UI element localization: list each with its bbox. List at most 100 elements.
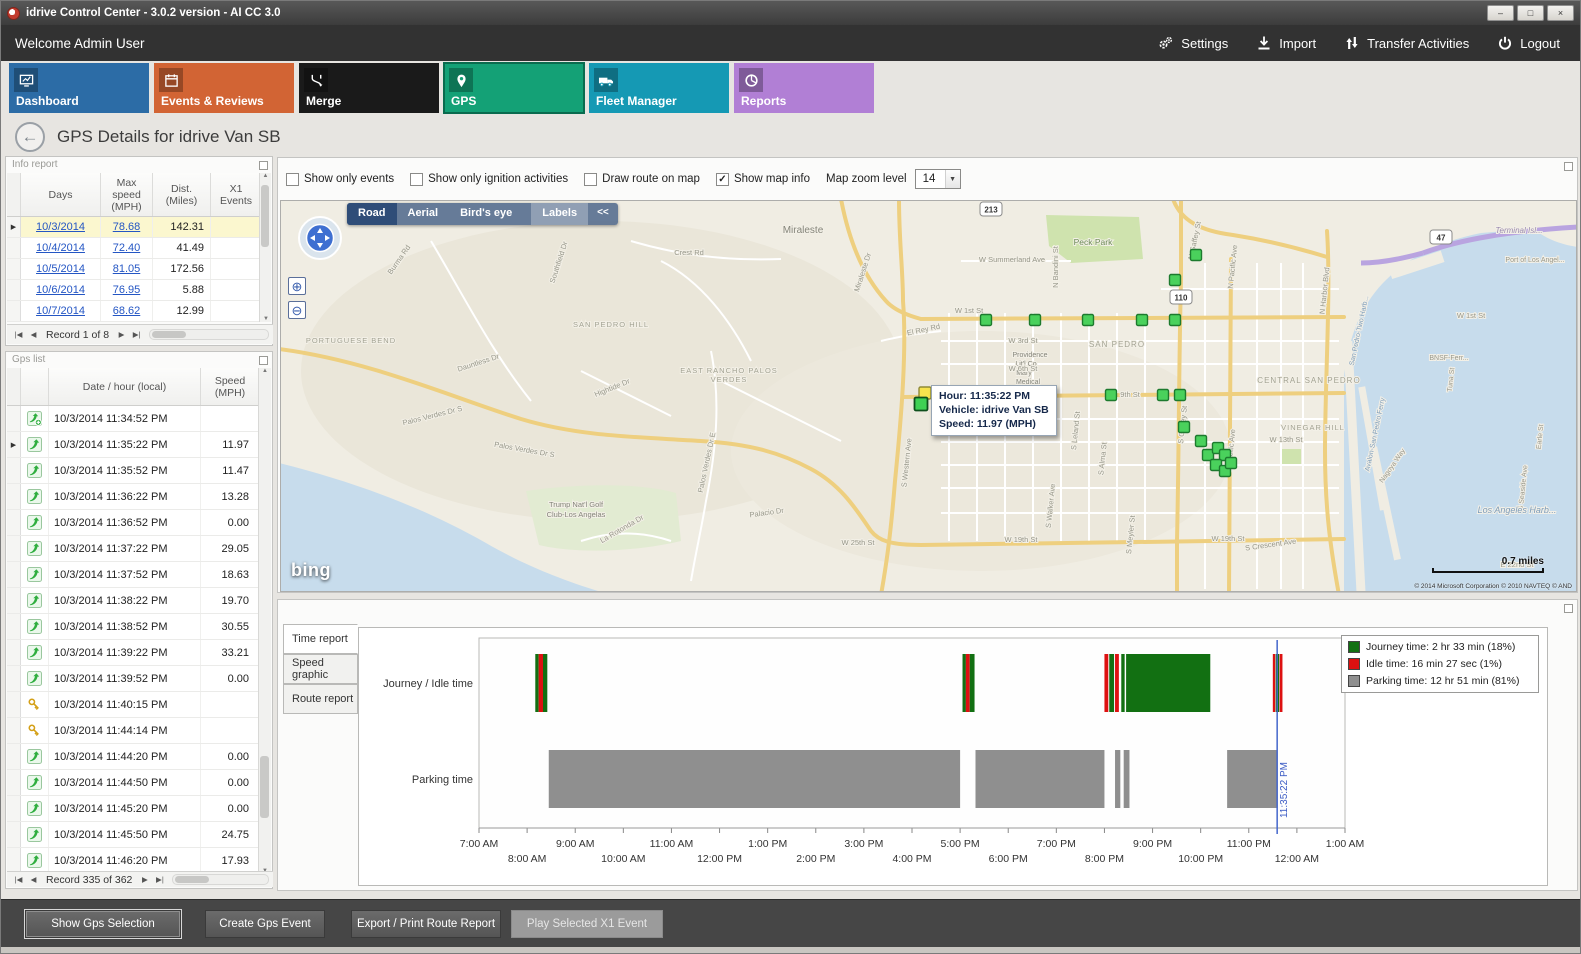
gps-marker[interactable] bbox=[1168, 313, 1182, 327]
list-item[interactable]: 10/3/2014 11:44:20 PM 0.00 bbox=[7, 744, 259, 770]
create-gps-event-button[interactable]: Create Gps Event bbox=[205, 910, 325, 938]
info-scrollbar[interactable]: ▲ ▼ bbox=[259, 173, 271, 322]
gps-marker[interactable] bbox=[1028, 313, 1042, 327]
minimize-button[interactable]: – bbox=[1487, 5, 1514, 21]
map-pan-compass[interactable] bbox=[297, 215, 343, 261]
tab-gps[interactable]: GPS bbox=[443, 62, 585, 114]
list-item[interactable]: 10/3/2014 11:45:20 PM 0.00 bbox=[7, 796, 259, 822]
gps-scrollbar[interactable]: ▲▼ bbox=[258, 368, 271, 874]
tab-events-reviews[interactable]: Events & Reviews bbox=[154, 63, 294, 113]
gps-marker[interactable] bbox=[1177, 420, 1191, 434]
list-item[interactable]: 10/3/2014 11:38:52 PM 30.55 bbox=[7, 614, 259, 640]
column-header-days[interactable]: Days bbox=[21, 173, 101, 216]
gps-marker[interactable] bbox=[1135, 313, 1149, 327]
checkbox-show-only-events[interactable]: Show only events bbox=[286, 172, 394, 186]
list-item[interactable]: 10/3/2014 11:44:14 PM bbox=[7, 718, 259, 744]
list-item[interactable]: 10/3/2014 11:46:20 PM 17.93 bbox=[7, 848, 259, 874]
list-item[interactable]: 10/3/2014 11:34:52 PM bbox=[7, 406, 259, 432]
tab-reports[interactable]: Reports bbox=[734, 63, 874, 113]
map-image[interactable]: Miraleste Peck Park W Summerland Ave N Band… bbox=[281, 201, 1577, 592]
column-header-dist[interactable]: Dist. (Miles) bbox=[153, 173, 211, 216]
back-button[interactable]: ← bbox=[15, 122, 45, 152]
list-item[interactable]: 10/3/2014 11:38:22 PM 19.70 bbox=[7, 588, 259, 614]
max-speed-cell[interactable]: 68.62 bbox=[101, 301, 153, 321]
transfer-action[interactable]: Transfer Activities bbox=[1344, 35, 1469, 51]
map-view-labels[interactable]: Labels bbox=[531, 203, 589, 225]
tab-time-report[interactable]: Time report bbox=[283, 624, 358, 654]
checkbox-show-only-ignition-activities[interactable]: Show only ignition activities bbox=[410, 172, 568, 186]
gps-marker[interactable] bbox=[1173, 388, 1187, 402]
panel-collapse-icon[interactable] bbox=[1564, 604, 1573, 613]
list-item[interactable]: 10/3/2014 11:37:22 PM 29.05 bbox=[7, 536, 259, 562]
gps-marker[interactable] bbox=[1168, 273, 1182, 287]
tab-fleet-manager[interactable]: Fleet Manager bbox=[589, 63, 729, 113]
maximize-button[interactable]: □ bbox=[1517, 5, 1544, 21]
list-item[interactable]: 10/3/2014 11:35:52 PM 11.47 bbox=[7, 458, 259, 484]
list-item[interactable]: 10/3/2014 11:45:50 PM 24.75 bbox=[7, 822, 259, 848]
table-row[interactable]: 10/5/2014 81.05 172.56 bbox=[7, 259, 261, 280]
next-page-icon[interactable]: ▶ bbox=[142, 875, 148, 884]
panel-collapse-icon[interactable] bbox=[259, 356, 268, 365]
last-page-icon[interactable]: ▶| bbox=[156, 875, 164, 884]
prev-page-icon[interactable]: ◀ bbox=[30, 875, 37, 884]
zoom-in-icon[interactable]: ⊕ bbox=[288, 277, 306, 295]
info-hscrollbar[interactable] bbox=[149, 329, 269, 340]
table-row[interactable]: 10/4/2014 72.40 41.49 bbox=[7, 238, 261, 259]
list-item[interactable]: 10/3/2014 11:44:50 PM 0.00 bbox=[7, 770, 259, 796]
last-page-icon[interactable]: ▶| bbox=[132, 330, 141, 339]
list-item[interactable]: 10/3/2014 11:39:22 PM 33.21 bbox=[7, 640, 259, 666]
map-canvas[interactable]: Miraleste Peck Park W Summerland Ave N Band… bbox=[280, 200, 1577, 592]
gps-marker[interactable] bbox=[1189, 248, 1203, 262]
show-gps-selection-button[interactable]: Show Gps Selection bbox=[25, 910, 181, 938]
map-zoom-select[interactable]: 14 ▼ bbox=[914, 169, 961, 189]
list-item[interactable]: 10/3/2014 11:36:22 PM 13.28 bbox=[7, 484, 259, 510]
first-page-icon[interactable]: |◀ bbox=[14, 875, 23, 884]
list-item[interactable]: 10/3/2014 11:40:15 PM bbox=[7, 692, 259, 718]
gps-marker[interactable] bbox=[1201, 448, 1215, 462]
map-view-bird-s-eye[interactable]: Bird's eye bbox=[460, 207, 513, 219]
map-view-aerial[interactable]: Aerial bbox=[407, 207, 439, 219]
map-tabs-collapse-icon[interactable]: << bbox=[597, 207, 609, 218]
gps-marker[interactable] bbox=[979, 313, 993, 327]
checkbox-show-map-info[interactable]: ✓ Show map info bbox=[715, 172, 810, 186]
panel-collapse-icon[interactable] bbox=[1564, 162, 1573, 171]
map-view-road[interactable]: Road bbox=[347, 203, 397, 225]
days-cell[interactable]: 10/4/2014 bbox=[21, 238, 101, 258]
tab-speed-graphic[interactable]: Speed graphic bbox=[283, 654, 358, 684]
gps-hscrollbar[interactable] bbox=[172, 874, 269, 885]
gps-marker[interactable] bbox=[1104, 388, 1118, 402]
list-item[interactable]: 10/3/2014 11:39:52 PM 0.00 bbox=[7, 666, 259, 692]
close-button[interactable]: × bbox=[1547, 5, 1574, 21]
gps-marker[interactable] bbox=[1081, 313, 1095, 327]
export-print-route-report-button[interactable]: Export / Print Route Report bbox=[351, 910, 501, 938]
table-row[interactable]: 10/6/2014 76.95 5.88 bbox=[7, 280, 261, 301]
max-speed-cell[interactable]: 76.95 bbox=[101, 280, 153, 300]
import-action[interactable]: Import bbox=[1256, 35, 1316, 51]
logout-action[interactable]: Logout bbox=[1497, 35, 1560, 51]
days-cell[interactable]: 10/6/2014 bbox=[21, 280, 101, 300]
days-cell[interactable]: 10/3/2014 bbox=[21, 217, 101, 237]
list-item[interactable]: 10/3/2014 11:36:52 PM 0.00 bbox=[7, 510, 259, 536]
list-item[interactable]: 10/3/2014 11:37:52 PM 18.63 bbox=[7, 562, 259, 588]
selected-gps-marker[interactable] bbox=[913, 396, 929, 412]
table-row[interactable]: 10/7/2014 68.62 12.99 bbox=[7, 301, 261, 322]
tab-route-report[interactable]: Route report bbox=[283, 684, 358, 714]
tab-merge[interactable]: Merge bbox=[299, 63, 439, 113]
prev-page-icon[interactable]: ◀ bbox=[30, 330, 37, 339]
settings-action[interactable]: Settings bbox=[1157, 35, 1228, 51]
column-header-datetime[interactable]: Date / hour (local) bbox=[49, 368, 201, 405]
column-header-max-speed[interactable]: Max speed (MPH) bbox=[101, 173, 153, 216]
max-speed-cell[interactable]: 72.40 bbox=[101, 238, 153, 258]
gps-marker[interactable] bbox=[1224, 456, 1238, 470]
column-header-speed[interactable]: Speed (MPH) bbox=[214, 374, 246, 399]
column-header-x1[interactable]: X1 Events bbox=[219, 182, 253, 207]
first-page-icon[interactable]: |◀ bbox=[14, 330, 23, 339]
checkbox-draw-route-on-map[interactable]: Draw route on map bbox=[584, 172, 700, 186]
days-cell[interactable]: 10/7/2014 bbox=[21, 301, 101, 321]
panel-collapse-icon[interactable] bbox=[259, 161, 268, 170]
zoom-out-icon[interactable]: ⊖ bbox=[288, 301, 306, 319]
list-item[interactable]: ▶ 10/3/2014 11:35:22 PM 11.97 bbox=[7, 432, 259, 458]
days-cell[interactable]: 10/5/2014 bbox=[21, 259, 101, 279]
next-page-icon[interactable]: ▶ bbox=[118, 330, 125, 339]
gps-marker[interactable] bbox=[1156, 388, 1170, 402]
